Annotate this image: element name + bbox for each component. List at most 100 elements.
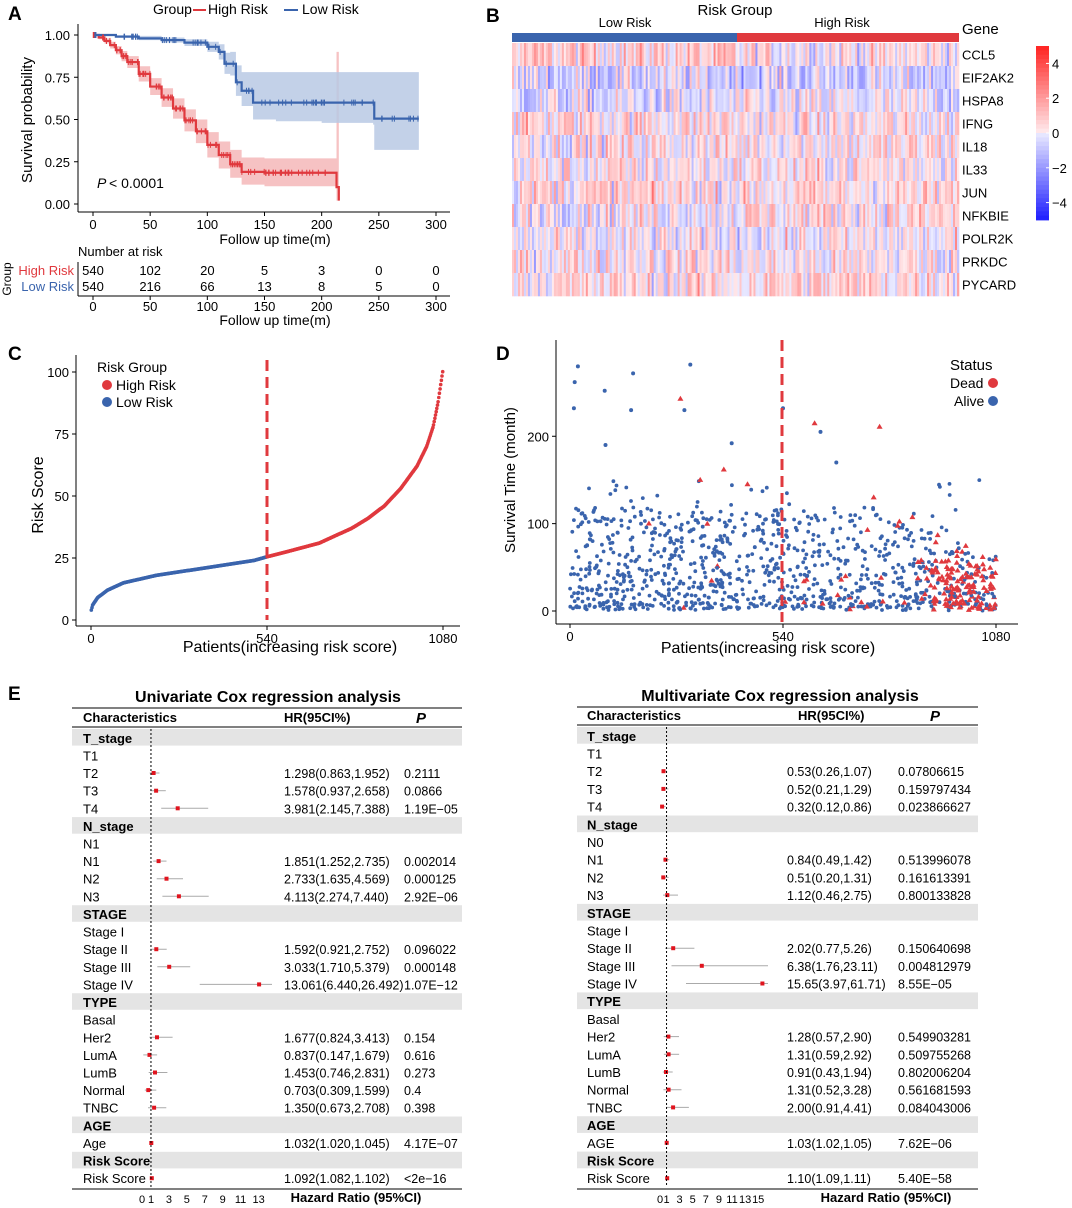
- survival-time-point-alive: [679, 528, 684, 532]
- survival-time-point-alive: [700, 563, 705, 567]
- heatmap-cell: [529, 43, 533, 67]
- heatmap-cell: [891, 227, 894, 251]
- survival-time-point-alive: [878, 536, 883, 541]
- heatmap-cell: [835, 250, 838, 274]
- heatmap-cell: [727, 273, 730, 297]
- heatmap-cell: [517, 158, 521, 182]
- survival-time-point-alive: [643, 519, 647, 523]
- heatmap-cell: [561, 158, 565, 182]
- heatmap-cell: [735, 181, 738, 205]
- survival-time-point-alive: [772, 508, 777, 513]
- forest-row-label: Stage IV: [587, 977, 637, 992]
- survival-time-point-alive: [966, 551, 971, 555]
- forest-row-label: TNBC: [587, 1100, 622, 1115]
- heatmap-cell: [607, 181, 611, 205]
- heatmap-cell: [737, 135, 740, 159]
- survival-time-point-alive: [735, 577, 740, 581]
- survival-time-point-alive: [570, 594, 574, 599]
- color-scale-segment: [1036, 193, 1049, 199]
- heatmap-cell: [685, 112, 688, 136]
- heatmap-cell: [805, 66, 808, 90]
- survival-time-point-alive: [662, 604, 666, 608]
- heatmap-cell: [535, 43, 539, 67]
- heatmap-cell: [597, 112, 601, 136]
- heatmap-cell: [663, 227, 666, 251]
- heatmap-cell: [561, 135, 565, 159]
- heatmap-cell: [733, 66, 736, 90]
- heatmap-cell: [611, 135, 615, 159]
- panel-label-a: A: [8, 4, 22, 25]
- heatmap-cell: [645, 158, 648, 182]
- heatmap-cell: [901, 135, 904, 159]
- heatmap-cell: [537, 43, 541, 67]
- heatmap-cell: [955, 273, 958, 297]
- heatmap-cell: [793, 250, 796, 274]
- survival-time-point-alive: [679, 522, 684, 527]
- heatmap-cell: [559, 273, 563, 297]
- heatmap-cell: [877, 43, 880, 67]
- forest-univariate-header-char: Characteristics: [83, 710, 177, 725]
- heatmap-cell: [603, 181, 607, 205]
- heatmap-cell: [837, 89, 840, 113]
- heatmap-cell: [675, 135, 678, 159]
- survival-time-point-dead: [923, 564, 930, 570]
- heatmap-cell: [807, 43, 810, 67]
- heatmap-cell: [625, 227, 629, 251]
- heatmap-cell: [529, 204, 533, 228]
- survival-time-point-alive: [760, 528, 765, 533]
- forest-hr-point: [760, 981, 765, 986]
- heatmap-cell: [873, 66, 876, 90]
- survival-time-point-alive: [899, 594, 903, 598]
- heatmap-cell: [747, 135, 750, 159]
- heatmap-cell: [935, 43, 938, 67]
- heatmap-cell: [625, 181, 629, 205]
- forest-p-value: 0.802006204: [898, 1066, 971, 1080]
- survival-time-point-alive: [707, 595, 711, 600]
- heatmap-cell: [609, 204, 613, 228]
- heatmap-cell: [921, 158, 924, 182]
- heatmap-cell: [585, 227, 589, 251]
- heatmap-cell: [681, 112, 684, 136]
- heatmap-cell: [931, 66, 934, 90]
- heatmap-cell: [863, 158, 866, 182]
- heatmap-cell: [767, 158, 770, 182]
- heatmap-cell: [545, 112, 549, 136]
- heatmap-cell: [727, 204, 730, 228]
- heatmap-cell: [667, 204, 670, 228]
- heatmap-cell: [525, 66, 529, 90]
- heatmap-cell: [741, 250, 744, 274]
- survival-time-point-alive: [642, 580, 647, 584]
- heatmap-cell: [661, 43, 664, 67]
- heatmap-cell: [927, 135, 930, 159]
- heatmap-cell: [951, 227, 954, 251]
- heatmap-cell: [707, 250, 710, 274]
- heatmap-cell: [703, 250, 706, 274]
- heatmap-cell: [757, 181, 760, 205]
- survival-time-point-alive: [754, 512, 759, 517]
- heatmap-cell: [545, 181, 549, 205]
- heatmap-cell: [697, 135, 700, 159]
- forest-p-value: 0.273: [404, 1067, 435, 1081]
- heatmap-cell: [699, 43, 702, 67]
- heatmap-cell: [557, 273, 561, 297]
- heatmap-cell: [859, 89, 862, 113]
- heatmap-cell: [591, 112, 595, 136]
- risk-score-point: [437, 395, 441, 400]
- heatmap-cell: [859, 204, 862, 228]
- heatmap-cell: [637, 112, 641, 136]
- heatmap-cell: [683, 250, 686, 274]
- heatmap-cell: [737, 66, 740, 90]
- heatmap-cell: [515, 89, 519, 113]
- survival-time-point-alive: [722, 520, 727, 525]
- heatmap-cell: [853, 158, 856, 182]
- heatmap-cell: [819, 43, 822, 67]
- heatmap-cell: [889, 181, 892, 205]
- heatmap-cell: [957, 43, 960, 67]
- survival-time-point-alive: [935, 581, 940, 585]
- survival-time-point-alive: [606, 535, 610, 539]
- heatmap-cell: [835, 112, 838, 136]
- heatmap-cell: [751, 227, 754, 251]
- survival-time-point-alive: [659, 601, 664, 606]
- heatmap-cell: [957, 135, 960, 159]
- survival-time-point-alive: [688, 362, 693, 367]
